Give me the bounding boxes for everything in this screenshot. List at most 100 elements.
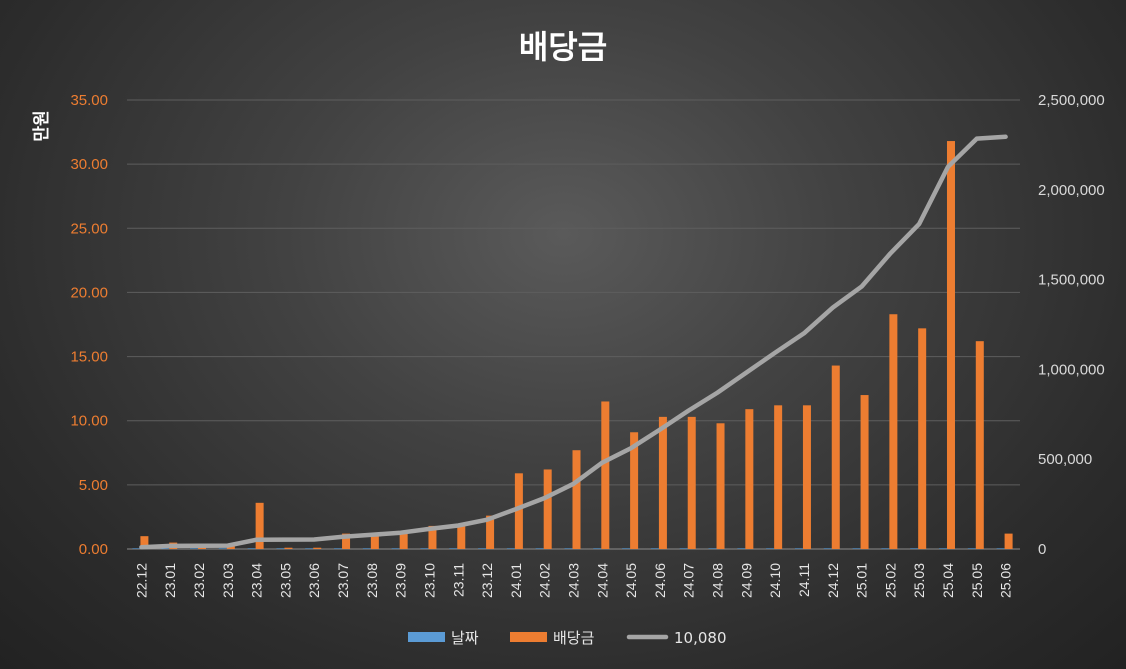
bar-날짜-24.01	[506, 548, 515, 549]
x-tick-label: 24.04	[594, 563, 610, 598]
bar-날짜-23.03	[218, 548, 227, 549]
bar-배당금-24.11	[802, 405, 811, 549]
bar-배당금-23.09	[399, 533, 408, 549]
bar-배당금-24.04	[601, 401, 610, 549]
bar-배당금-23.08	[370, 534, 379, 549]
bar-배당금-23.07	[342, 533, 351, 549]
legend: 날짜 배당금 10,080	[408, 629, 727, 647]
gridlines	[127, 99, 1020, 550]
bar-날짜-23.05	[276, 548, 285, 549]
x-tick-label: 24.02	[537, 563, 553, 598]
bar-날짜-23.06	[305, 548, 314, 549]
bar-날짜-24.09	[737, 548, 746, 549]
right-tick-label: 0	[1038, 541, 1046, 558]
bar-날짜-24.07	[679, 548, 688, 549]
left-axis-ticks: 0.00 5.00 10.00 15.00 20.00 25.00 30.00 35.00	[70, 92, 108, 558]
x-tick-label: 24.08	[710, 563, 726, 598]
x-tick-label: 23.07	[335, 563, 351, 598]
left-tick-label: 30.00	[70, 156, 108, 173]
bar-배당금-24.08	[716, 423, 725, 549]
bar-날짜-24.05	[622, 548, 631, 549]
x-tick-label: 25.05	[969, 563, 985, 598]
bar-배당금-25.06	[1004, 533, 1013, 549]
right-axis-ticks: 0 500,000 1,000,000 1,500,000 2,000,000 2,500…	[1038, 92, 1105, 558]
x-tick-label: 25.02	[882, 563, 898, 598]
bar-날짜-25.03	[910, 548, 919, 549]
x-tick-label: 23.12	[479, 563, 495, 598]
bar-배당금-24.06	[658, 416, 667, 549]
x-tick-label: 23.11	[450, 563, 466, 597]
left-tick-label: 15.00	[70, 349, 108, 366]
x-tick-label: 23.02	[191, 563, 207, 598]
bar-배당금-24.09	[745, 409, 754, 549]
bar-배당금-23.12	[486, 515, 495, 549]
legend-label-10080: 10,080	[674, 629, 727, 647]
left-tick-label: 25.00	[70, 220, 108, 237]
x-tick-label: 25.03	[911, 563, 927, 598]
x-tick-label: 23.09	[393, 563, 409, 598]
bar-날짜-24.12	[823, 548, 832, 549]
bar-배당금-23.10	[428, 525, 437, 549]
chart-title: 배당금	[519, 28, 607, 66]
bar-날짜-25.05	[967, 548, 976, 549]
left-tick-label: 20.00	[70, 284, 108, 301]
bar-배당금-25.04	[946, 141, 955, 549]
bar-날짜-24.11	[794, 548, 803, 549]
bar-날짜-24.02	[535, 548, 544, 549]
left-tick-label: 5.00	[79, 477, 108, 494]
bar-배당금-25.05	[975, 341, 984, 549]
bar-날짜-23.08	[362, 548, 371, 549]
bar-날짜-23.09	[391, 548, 400, 549]
bar-날짜-24.03	[564, 548, 573, 549]
bar-배당금-23.04	[255, 502, 264, 549]
bars	[132, 141, 1013, 549]
left-tick-label: 10.00	[70, 413, 108, 430]
bar-배당금-25.01	[860, 395, 869, 549]
x-tick-label: 25.04	[940, 563, 956, 598]
x-tick-label: 24.03	[566, 563, 582, 598]
bar-날짜-25.01	[852, 548, 861, 549]
legend-swatch-날짜	[408, 632, 445, 642]
right-tick-label: 2,500,000	[1038, 92, 1105, 109]
x-tick-label: 24.09	[738, 563, 754, 598]
right-tick-label: 1,000,000	[1038, 361, 1105, 378]
x-tick-label: 24.10	[767, 563, 783, 598]
line-series-10080	[139, 134, 1008, 550]
bar-날짜-25.06	[996, 548, 1005, 549]
x-tick-label: 23.10	[422, 563, 438, 598]
x-tick-label: 24.01	[508, 563, 524, 598]
x-tick-label: 23.06	[306, 563, 322, 598]
right-tick-label: 2,000,000	[1038, 182, 1105, 199]
x-tick-label: 24.05	[623, 563, 639, 598]
x-tick-label: 22.12	[133, 563, 149, 598]
bar-날짜-23.02	[190, 548, 199, 549]
cumulative-line	[139, 134, 1008, 550]
x-tick-label: 23.04	[249, 563, 265, 598]
bar-배당금-23.06	[313, 547, 322, 549]
legend-label-날짜: 날짜	[451, 629, 479, 647]
bar-날짜-22.12	[132, 548, 141, 549]
y-axis-label: 만원	[32, 110, 52, 141]
x-tick-label: 25.06	[998, 563, 1014, 598]
left-tick-label: 0.00	[79, 541, 108, 558]
bar-배당금-22.12	[140, 536, 149, 549]
bar-배당금-24.12	[831, 365, 840, 549]
left-tick-label: 35.00	[70, 92, 108, 109]
bar-배당금-24.03	[572, 450, 581, 549]
bar-날짜-24.06	[650, 548, 659, 549]
right-tick-label: 500,000	[1038, 451, 1092, 468]
bar-날짜-24.08	[708, 548, 717, 549]
x-tick-label: 24.06	[652, 563, 668, 598]
bar-배당금-24.07	[687, 416, 696, 549]
x-tick-label: 24.11	[796, 563, 812, 597]
x-tick-label: 24.07	[681, 563, 697, 598]
right-tick-label: 1,500,000	[1038, 272, 1105, 289]
bar-날짜-24.10	[766, 548, 775, 549]
bar-배당금-25.02	[889, 314, 898, 549]
bar-배당금-24.10	[774, 405, 783, 549]
bar-배당금-24.05	[630, 432, 639, 549]
bar-날짜-25.02	[881, 548, 890, 549]
x-tick-label: 24.12	[825, 563, 841, 598]
bar-날짜-24.04	[593, 548, 602, 549]
